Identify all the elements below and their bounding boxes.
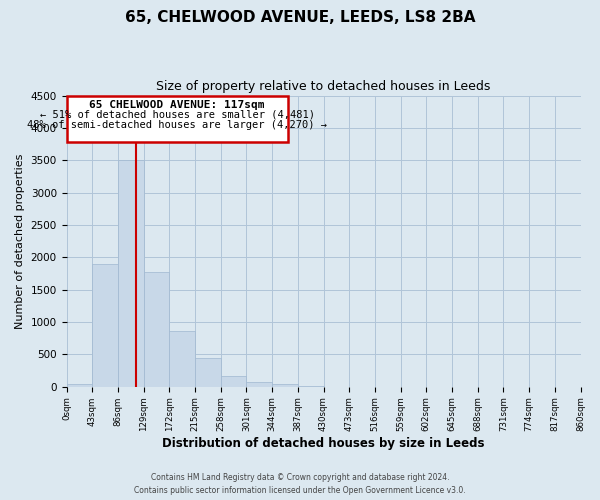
Y-axis label: Number of detached properties: Number of detached properties [15,154,25,329]
FancyBboxPatch shape [67,96,287,142]
Bar [92,264,118,387]
Title: Size of property relative to detached houses in Leeds: Size of property relative to detached ho… [157,80,491,93]
Bar [169,331,195,387]
Bar [247,382,272,387]
Bar [143,272,169,387]
Bar [67,384,92,387]
Bar [195,358,221,387]
Bar [118,160,143,387]
X-axis label: Distribution of detached houses by size in Leeds: Distribution of detached houses by size … [162,437,485,450]
Text: 48% of semi-detached houses are larger (4,270) →: 48% of semi-detached houses are larger (… [27,120,327,130]
Bar [272,384,298,387]
Bar [221,376,247,387]
Bar [298,386,323,387]
Text: ← 51% of detached houses are smaller (4,481): ← 51% of detached houses are smaller (4,… [40,110,314,120]
Text: Contains HM Land Registry data © Crown copyright and database right 2024.
Contai: Contains HM Land Registry data © Crown c… [134,474,466,495]
Text: 65, CHELWOOD AVENUE, LEEDS, LS8 2BA: 65, CHELWOOD AVENUE, LEEDS, LS8 2BA [125,10,475,25]
Text: 65 CHELWOOD AVENUE: 117sqm: 65 CHELWOOD AVENUE: 117sqm [89,100,265,110]
